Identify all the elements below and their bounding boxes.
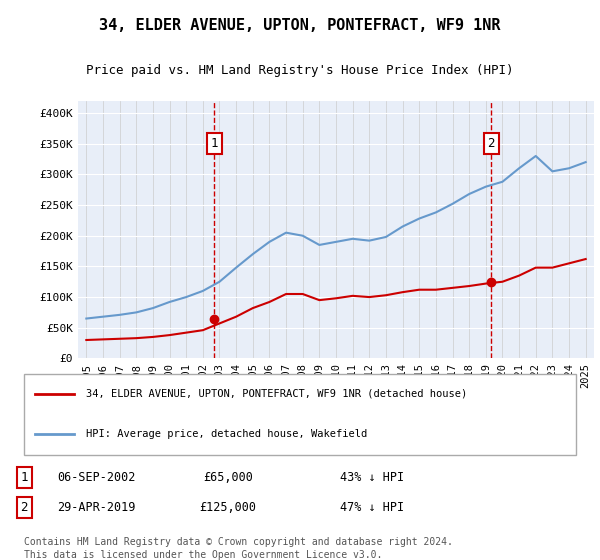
Text: 29-APR-2019: 29-APR-2019 [57, 501, 135, 514]
FancyBboxPatch shape [23, 374, 577, 455]
Text: 2: 2 [487, 137, 495, 150]
Text: 34, ELDER AVENUE, UPTON, PONTEFRACT, WF9 1NR (detached house): 34, ELDER AVENUE, UPTON, PONTEFRACT, WF9… [86, 389, 467, 399]
Text: 34, ELDER AVENUE, UPTON, PONTEFRACT, WF9 1NR: 34, ELDER AVENUE, UPTON, PONTEFRACT, WF9… [99, 18, 501, 32]
Text: 1: 1 [211, 137, 218, 150]
Text: £65,000: £65,000 [203, 471, 253, 484]
Text: Price paid vs. HM Land Registry's House Price Index (HPI): Price paid vs. HM Land Registry's House … [86, 64, 514, 77]
Text: 43% ↓ HPI: 43% ↓ HPI [340, 471, 404, 484]
Text: 47% ↓ HPI: 47% ↓ HPI [340, 501, 404, 514]
Text: 06-SEP-2002: 06-SEP-2002 [57, 471, 135, 484]
Text: 2: 2 [20, 501, 28, 514]
Text: This data is licensed under the Open Government Licence v3.0.: This data is licensed under the Open Gov… [24, 550, 382, 560]
Text: 1: 1 [20, 471, 28, 484]
Text: Contains HM Land Registry data © Crown copyright and database right 2024.: Contains HM Land Registry data © Crown c… [24, 537, 453, 547]
Text: HPI: Average price, detached house, Wakefield: HPI: Average price, detached house, Wake… [86, 429, 367, 439]
Text: £125,000: £125,000 [199, 501, 257, 514]
